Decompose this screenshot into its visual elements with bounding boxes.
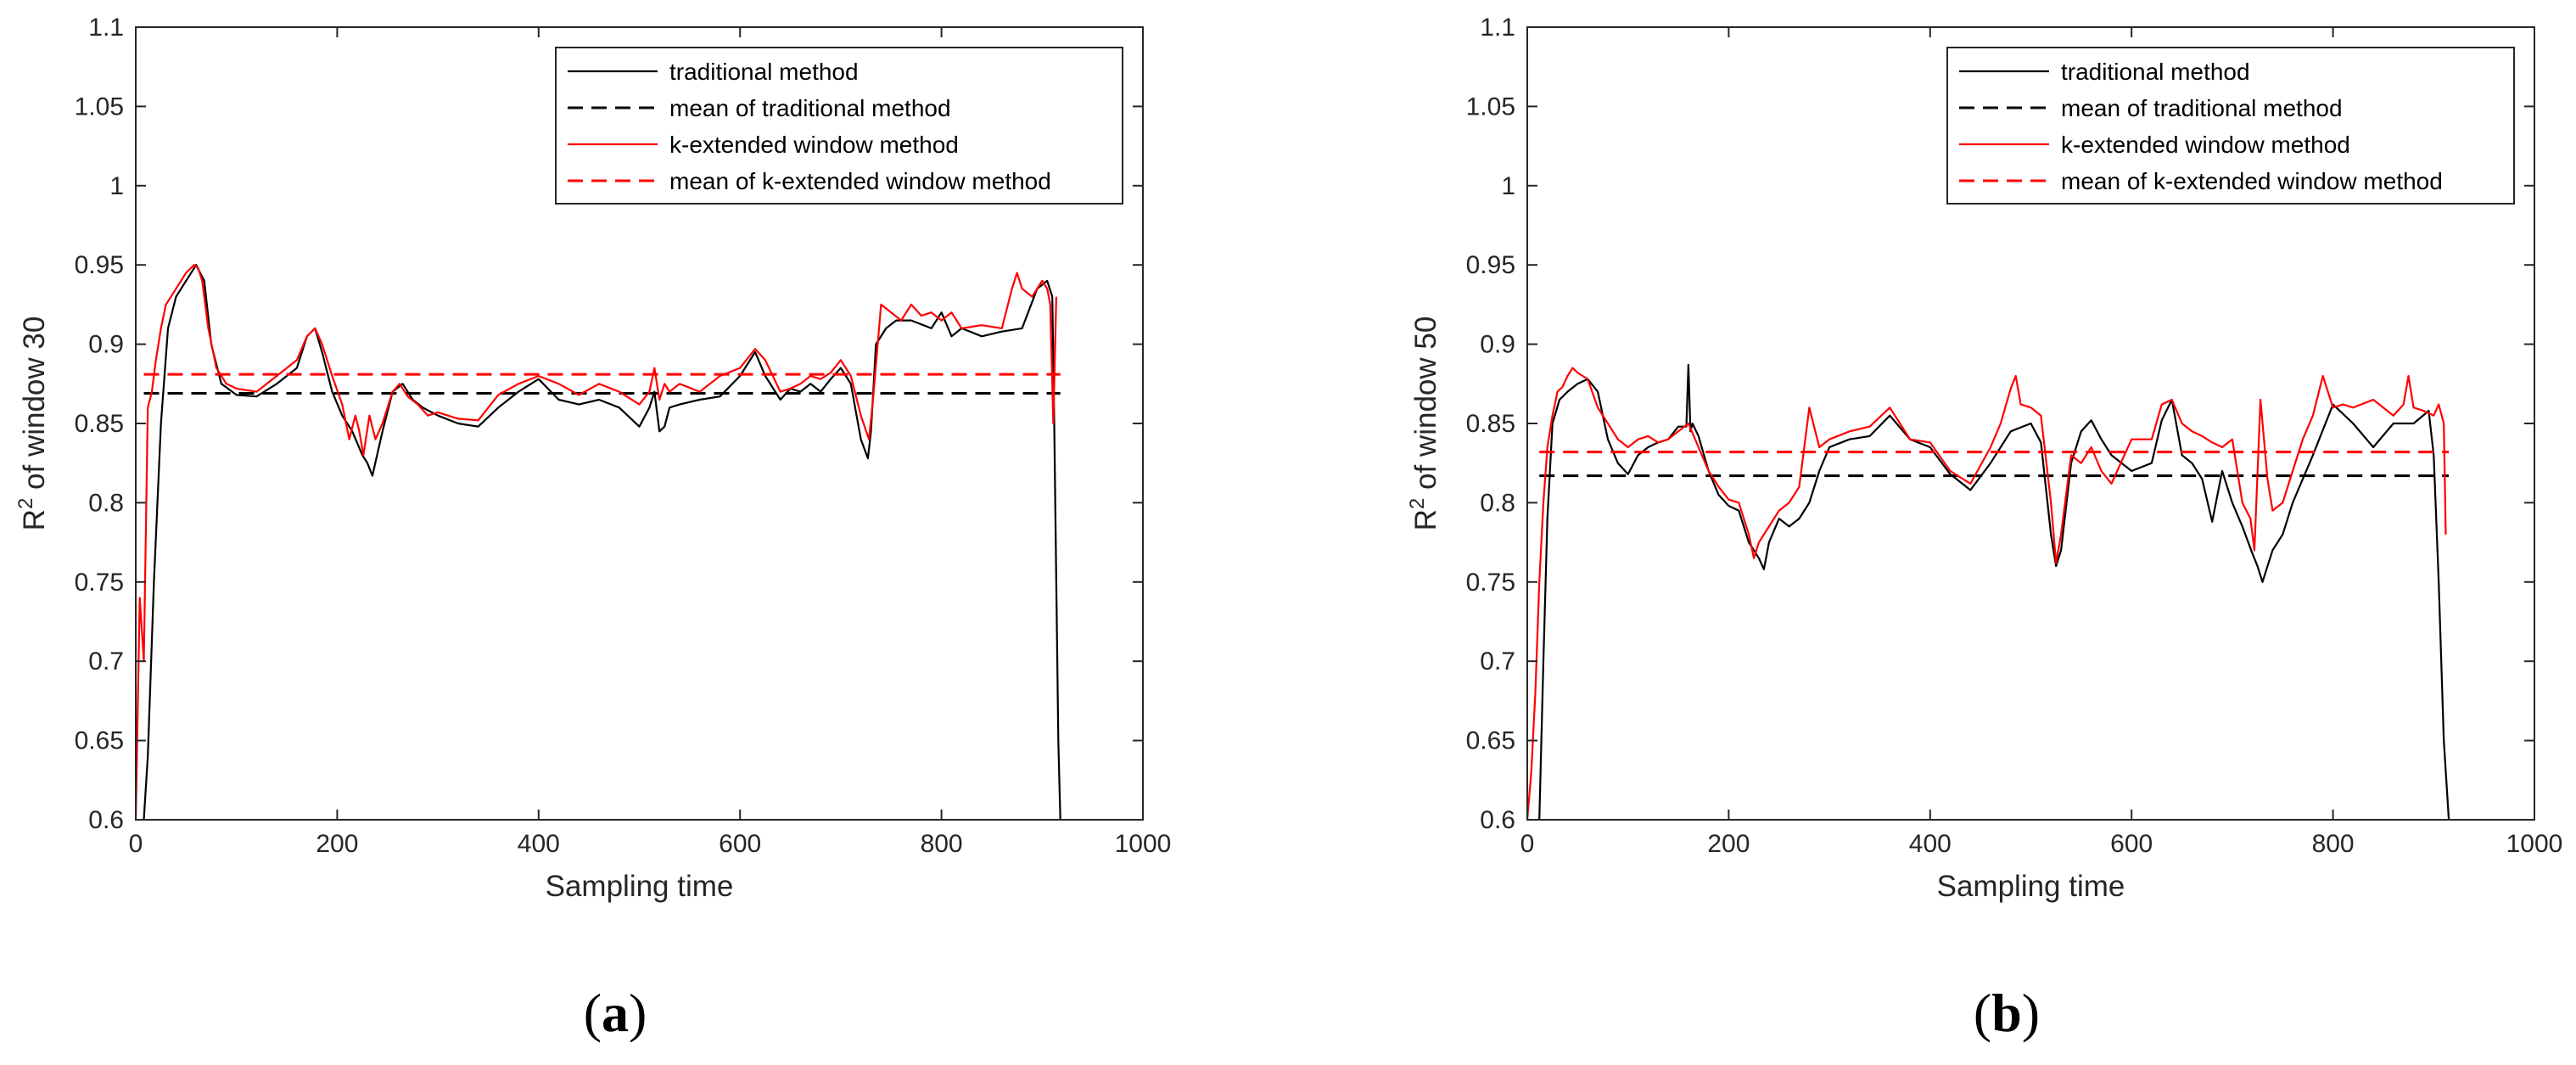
y-tick-label: 0.9 xyxy=(1480,331,1515,359)
caption-a-open: ( xyxy=(584,983,602,1043)
x-tick-label: 1000 xyxy=(1115,830,1172,858)
legend-box xyxy=(555,47,1123,205)
caption-a-letter: a xyxy=(602,983,629,1043)
legend: traditional method mean of traditional me… xyxy=(555,47,1123,205)
y-tick-label: 0.6 xyxy=(88,806,124,834)
legend-label-1: mean of traditional method xyxy=(2061,95,2343,121)
legend-label-2: k-extended window method xyxy=(669,132,959,158)
legend-box xyxy=(1946,47,2515,205)
y-tick-label: 1 xyxy=(1501,172,1515,200)
y-tick-label: 0.95 xyxy=(1466,251,1515,279)
y-axis-label-superscript: 2 xyxy=(14,498,37,509)
legend: traditional method mean of traditional me… xyxy=(1946,47,2515,205)
y-tick-label: 0.75 xyxy=(1466,569,1515,597)
legend-label-3: mean of k-extended window method xyxy=(669,168,1051,194)
chart-panel-b: 0 200 400 600 800 1000 0.6 0.65 0.7 0.75 0.8 0.85 0.… xyxy=(1406,14,2562,903)
x-tick-label: 800 xyxy=(921,830,963,858)
caption-b: (b) xyxy=(1974,983,2040,1043)
x-axis-label: Sampling time xyxy=(546,870,734,903)
y-tick-label: 0.75 xyxy=(75,569,124,597)
x-tick-label: 0 xyxy=(129,830,143,858)
y-tick-label: 0.85 xyxy=(1466,410,1515,438)
series-line-2 xyxy=(136,264,1057,820)
y-tick-label: 0.8 xyxy=(1480,489,1515,517)
y-tick-label: 1.05 xyxy=(1466,92,1515,121)
x-axis-label: Sampling time xyxy=(1937,870,2125,903)
y-axis-label: R2 of window 50 xyxy=(1406,317,1442,531)
y-axis-label-rest: of window 50 xyxy=(1409,317,1442,498)
x-tick-label: 0 xyxy=(1520,830,1535,858)
x-tick-label: 200 xyxy=(1707,830,1750,858)
y-tick-label: 0.85 xyxy=(75,410,124,438)
series-line-0 xyxy=(1538,363,2450,820)
caption-b-open: ( xyxy=(1974,983,1991,1043)
x-tick-label: 600 xyxy=(2110,830,2153,858)
y-tick-label: 0.7 xyxy=(88,647,124,675)
x-tick-label: 400 xyxy=(518,830,560,858)
x-tick-label: 200 xyxy=(316,830,358,858)
caption-a-close: ) xyxy=(629,983,647,1043)
series-group xyxy=(136,264,1061,820)
y-tick-label: 0.65 xyxy=(75,727,124,755)
x-tick-label: 1000 xyxy=(2506,830,2563,858)
y-axis-label-superscript: 2 xyxy=(1406,498,1429,509)
y-axis-label-main: R xyxy=(18,509,51,530)
y-tick-label: 0.95 xyxy=(75,251,124,279)
y-tick-label: 1.05 xyxy=(75,92,124,121)
y-tick-label: 0.6 xyxy=(1480,806,1515,834)
y-axis-label: R2 of window 30 xyxy=(14,317,51,531)
series-line-0 xyxy=(143,264,1061,820)
y-tick-label: 1 xyxy=(109,172,124,200)
caption-b-close: ) xyxy=(2022,983,2040,1043)
legend-label-2: k-extended window method xyxy=(2061,132,2350,158)
legend-label-0: traditional method xyxy=(2061,59,2250,85)
x-tick-label: 400 xyxy=(1909,830,1952,858)
x-tick-label: 600 xyxy=(719,830,761,858)
caption-a: (a) xyxy=(584,983,647,1043)
y-tick-label: 0.7 xyxy=(1480,647,1515,675)
chart-panel-a: 0 200 400 600 800 1000 0.6 0.65 0.7 0.75 0.8 0.85 0.… xyxy=(14,14,1171,903)
y-tick-label: 1.1 xyxy=(88,14,124,42)
y-axis-label-main: R xyxy=(1409,509,1442,530)
y-tick-label: 0.8 xyxy=(88,489,124,517)
series-line-2 xyxy=(1527,367,2447,820)
legend-label-0: traditional method xyxy=(669,59,859,85)
legend-label-3: mean of k-extended window method xyxy=(2061,168,2443,194)
y-axis-label-rest: of window 30 xyxy=(18,317,51,498)
legend-label-1: mean of traditional method xyxy=(669,95,951,121)
caption-b-letter: b xyxy=(1991,983,2022,1043)
series-group xyxy=(1527,363,2450,820)
y-tick-label: 0.9 xyxy=(88,331,124,359)
y-tick-label: 0.65 xyxy=(1466,727,1515,755)
y-tick-label: 1.1 xyxy=(1480,14,1515,42)
x-tick-label: 800 xyxy=(2312,830,2355,858)
